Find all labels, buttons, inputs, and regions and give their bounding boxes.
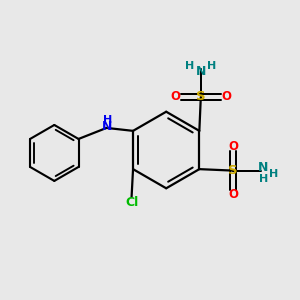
Text: Cl: Cl [125,196,138,209]
Text: S: S [196,91,206,103]
Text: N: N [258,161,269,174]
Text: O: O [228,188,238,201]
Text: O: O [228,140,238,153]
Text: H: H [269,169,278,178]
Text: O: O [221,91,231,103]
Text: H: H [103,115,112,125]
Text: H: H [259,174,268,184]
Text: N: N [196,65,206,78]
Text: H: H [185,61,194,71]
Text: S: S [228,164,238,177]
Text: O: O [170,91,181,103]
Text: N: N [102,120,112,133]
Text: H: H [207,61,217,71]
